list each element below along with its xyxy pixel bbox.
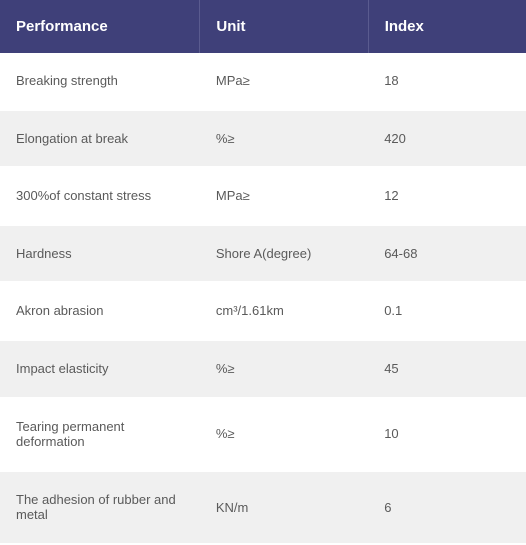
table-row: Akron abrasion cm³/1.61km 0.1 bbox=[0, 282, 526, 340]
header-unit: Unit bbox=[200, 0, 368, 53]
cell-performance: Akron abrasion bbox=[0, 282, 200, 340]
cell-performance: Impact elasticity bbox=[0, 340, 200, 398]
cell-performance: Elongation at break bbox=[0, 110, 200, 168]
cell-unit: MPa≥ bbox=[200, 53, 368, 110]
header-performance: Performance bbox=[0, 0, 200, 53]
table-header-row: Performance Unit Index bbox=[0, 0, 526, 53]
cell-performance: Breaking strength bbox=[0, 53, 200, 110]
cell-unit: Shore A(degree) bbox=[200, 225, 368, 283]
table-row: Tearing permanent deformation %≥ 10 bbox=[0, 398, 526, 471]
cell-performance: Hardness bbox=[0, 225, 200, 283]
cell-performance: The adhesion of rubber and metal bbox=[0, 471, 200, 544]
cell-index: 0.1 bbox=[368, 282, 526, 340]
table-row: Breaking strength MPa≥ 18 bbox=[0, 53, 526, 110]
cell-unit: %≥ bbox=[200, 110, 368, 168]
spec-table: Performance Unit Index Breaking strength… bbox=[0, 0, 526, 545]
cell-index: 6 bbox=[368, 471, 526, 544]
cell-index: 10 bbox=[368, 398, 526, 471]
table-row: Elongation at break %≥ 420 bbox=[0, 110, 526, 168]
cell-performance: 300%of constant stress bbox=[0, 167, 200, 225]
table-row: The adhesion of rubber and metal KN/m 6 bbox=[0, 471, 526, 544]
cell-index: 64-68 bbox=[368, 225, 526, 283]
table-body: Breaking strength MPa≥ 18 Elongation at … bbox=[0, 53, 526, 544]
cell-unit: cm³/1.61km bbox=[200, 282, 368, 340]
cell-unit: %≥ bbox=[200, 398, 368, 471]
cell-index: 45 bbox=[368, 340, 526, 398]
header-index: Index bbox=[368, 0, 526, 53]
cell-unit: %≥ bbox=[200, 340, 368, 398]
table-row: Impact elasticity %≥ 45 bbox=[0, 340, 526, 398]
cell-unit: MPa≥ bbox=[200, 167, 368, 225]
cell-index: 12 bbox=[368, 167, 526, 225]
cell-index: 420 bbox=[368, 110, 526, 168]
cell-unit: KN/m bbox=[200, 471, 368, 544]
cell-performance: Tearing permanent deformation bbox=[0, 398, 200, 471]
table-row: 300%of constant stress MPa≥ 12 bbox=[0, 167, 526, 225]
table-row: Hardness Shore A(degree) 64-68 bbox=[0, 225, 526, 283]
cell-index: 18 bbox=[368, 53, 526, 110]
